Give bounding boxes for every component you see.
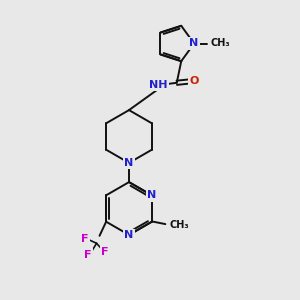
Text: N: N bbox=[190, 38, 199, 49]
Text: N: N bbox=[124, 158, 134, 168]
Text: CH₃: CH₃ bbox=[169, 220, 189, 230]
Text: O: O bbox=[190, 76, 199, 86]
Text: F: F bbox=[101, 247, 109, 257]
Text: F: F bbox=[84, 250, 92, 260]
Text: CH₃: CH₃ bbox=[211, 38, 230, 49]
Text: F: F bbox=[81, 234, 89, 244]
Text: NH: NH bbox=[149, 80, 167, 90]
Text: N: N bbox=[124, 230, 134, 240]
Text: N: N bbox=[147, 190, 157, 200]
